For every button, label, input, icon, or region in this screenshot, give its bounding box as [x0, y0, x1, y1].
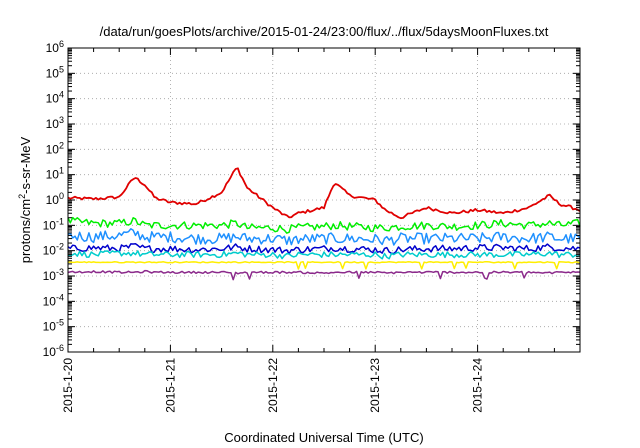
- y-tick-label: 105: [46, 64, 64, 80]
- series-line-7: [67, 269, 581, 281]
- y-tick-label-exponent: 2: [59, 140, 64, 150]
- y-tick-label-exponent: -1: [56, 216, 64, 226]
- series-line-1: [67, 167, 581, 220]
- y-tick-label-base: 10: [46, 117, 60, 131]
- y-tick-label-base: 10: [46, 193, 60, 207]
- y-axis-title-sup: 2: [17, 194, 27, 199]
- y-tick-label-exponent: -4: [56, 292, 64, 302]
- x-tick-label: 2015-1-20: [61, 358, 75, 413]
- y-tick-label-exponent: -6: [56, 343, 64, 353]
- y-tick-label: 103: [46, 115, 64, 131]
- y-tick-label: 106: [46, 39, 64, 55]
- y-tick-label-base: 10: [43, 244, 57, 258]
- chart-title: /data/run/goesPlots/archive/2015-01-24/2…: [100, 24, 549, 39]
- y-tick-label-exponent: 6: [59, 39, 64, 49]
- y-axis-title: protons/cm2-s-sr-MeV: [17, 136, 33, 263]
- y-tick-label-base: 10: [46, 142, 60, 156]
- y-tick-label-base: 10: [46, 168, 60, 182]
- y-tick-label: 10-4: [43, 292, 64, 308]
- x-tick-labels: 2015-1-20 2015-1-21 2015-1-22 2015-1-23 2015…: [61, 358, 485, 413]
- y-tick-label-base: 10: [43, 269, 57, 283]
- y-tick-label: 102: [46, 140, 64, 156]
- series-line-6: [68, 260, 581, 270]
- series-line-2: [67, 216, 581, 234]
- series-layer: [67, 167, 581, 281]
- y-tick-label-exponent: -3: [56, 267, 64, 277]
- y-tick-label: 104: [46, 90, 64, 106]
- y-tick-label: 10-1: [43, 216, 64, 232]
- grid-layer: [68, 48, 580, 352]
- y-tick-label-exponent: 1: [59, 166, 64, 176]
- y-tick-label: 100: [46, 191, 64, 207]
- y-tick-label: 10-3: [43, 267, 64, 283]
- x-axis-title: Coordinated Universal Time (UTC): [224, 430, 423, 445]
- y-tick-label-base: 10: [46, 92, 60, 106]
- series-line-4: [67, 243, 581, 255]
- y-tick-label-base: 10: [43, 320, 57, 334]
- series-line-5: [67, 250, 581, 260]
- tick-layer: [67, 47, 580, 353]
- y-tick-label: 10-6: [43, 343, 64, 359]
- y-tick-labels: 10-610-510-410-310-210-11001011021031041…: [43, 39, 64, 359]
- y-tick-label-base: 10: [43, 345, 57, 359]
- series-line-3: [67, 228, 581, 246]
- y-tick-label-exponent: 3: [59, 115, 64, 125]
- y-tick-label-base: 10: [43, 294, 57, 308]
- y-tick-label: 10-2: [43, 242, 64, 258]
- y-axis-title-base: protons/cm: [18, 199, 33, 263]
- y-tick-label-base: 10: [46, 66, 60, 80]
- x-tick-label: 2015-1-21: [163, 358, 177, 413]
- x-tick-label: 2015-1-23: [368, 358, 382, 413]
- y-tick-label-base: 10: [43, 218, 57, 232]
- y-tick-label-base: 10: [46, 41, 60, 55]
- y-tick-label: 101: [46, 166, 64, 182]
- x-tick-label: 2015-1-22: [266, 358, 280, 413]
- y-tick-label-exponent: 5: [59, 64, 64, 74]
- y-tick-label-exponent: -2: [56, 242, 64, 252]
- y-tick-label: 10-5: [43, 318, 64, 334]
- y-tick-label-exponent: 0: [59, 191, 64, 201]
- y-tick-label-exponent: -5: [56, 318, 64, 328]
- x-tick-label: 2015-1-24: [471, 358, 485, 413]
- y-tick-label-exponent: 4: [59, 90, 64, 100]
- y-axis-title-rest: -s-sr-MeV: [18, 136, 33, 193]
